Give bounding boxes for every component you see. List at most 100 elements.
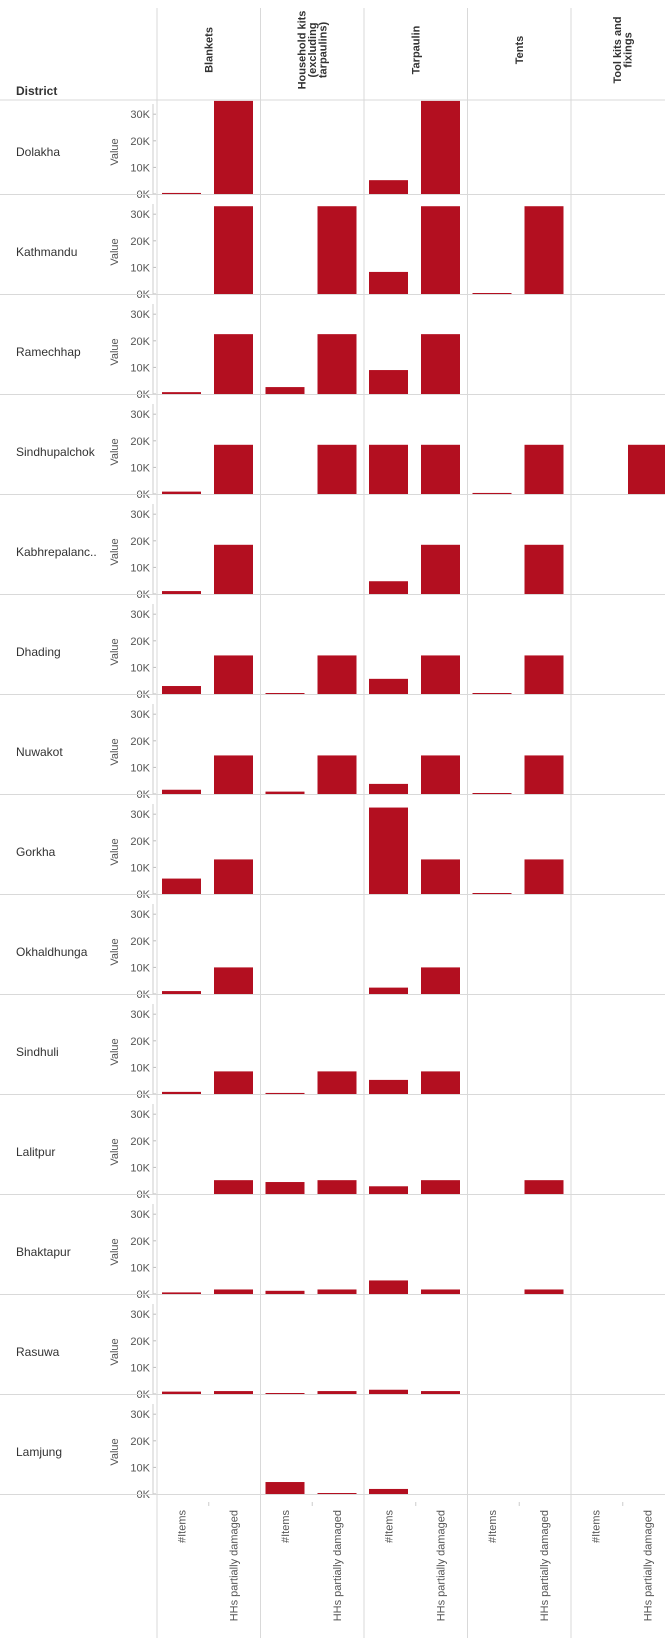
x-category-label: HHs partially damaged	[436, 1510, 448, 1621]
bar-hhs-partially-damaged	[524, 655, 564, 694]
bar-hhs-partially-damaged	[524, 1180, 564, 1194]
y-tick-label: 30K	[130, 809, 150, 821]
bar--items	[472, 893, 512, 894]
x-category-label: HHs partially damaged	[229, 1510, 241, 1621]
y-tick-label: 30K	[130, 309, 150, 321]
x-category-label: #Items	[591, 1510, 603, 1544]
bar--items	[265, 1290, 305, 1294]
bar--items	[369, 987, 408, 994]
y-tick-label: 30K	[130, 609, 150, 621]
bar-hhs-partially-damaged	[524, 1289, 564, 1294]
x-category-label: HHs partially damaged	[643, 1510, 655, 1621]
bar--items	[369, 1079, 408, 1094]
district-label: Gorkha	[16, 845, 56, 859]
bar--items	[369, 678, 408, 694]
y-tick-label: 10K	[130, 1462, 150, 1474]
bar--items	[369, 1389, 408, 1394]
y-tick-label: 20K	[130, 1236, 150, 1248]
x-category-label: #Items	[280, 1510, 292, 1544]
bar-hhs-partially-damaged	[214, 544, 253, 594]
bar-hhs-partially-damaged	[317, 1493, 357, 1494]
bar--items	[369, 581, 408, 594]
y-tick-label: 10K	[130, 1162, 150, 1174]
bar-hhs-partially-damaged	[524, 444, 564, 494]
column-header-3-line-0: Tents	[514, 36, 526, 65]
y-tick-label: 30K	[130, 1009, 150, 1021]
bar--items	[369, 1186, 408, 1194]
bar-hhs-partially-damaged	[421, 1289, 460, 1294]
bar-hhs-partially-damaged	[421, 1391, 460, 1394]
bar-hhs-partially-damaged	[421, 544, 460, 594]
y-axis-label: Value	[109, 1438, 121, 1465]
bar--items	[162, 392, 201, 394]
bar-hhs-partially-damaged	[421, 100, 460, 194]
y-axis-label: Value	[109, 738, 121, 765]
bar--items	[369, 370, 408, 394]
y-tick-label: 10K	[130, 862, 150, 874]
bar-hhs-partially-damaged	[214, 1180, 253, 1194]
y-tick-label: 20K	[130, 836, 150, 848]
bar-hhs-partially-damaged	[421, 334, 460, 394]
bar-hhs-partially-damaged	[317, 444, 357, 494]
y-axis-label: Value	[109, 538, 121, 565]
y-axis-label: Value	[109, 1338, 121, 1365]
bar--items	[265, 1182, 305, 1194]
column-header-1-line-1: (excluding	[307, 22, 319, 77]
y-tick-label: 30K	[130, 1209, 150, 1221]
y-tick-label: 10K	[130, 1362, 150, 1374]
y-tick-label: 20K	[130, 236, 150, 248]
bar-hhs-partially-damaged	[421, 755, 460, 794]
y-tick-label: 20K	[130, 136, 150, 148]
y-axis-label: Value	[109, 1138, 121, 1165]
bar-hhs-partially-damaged	[317, 1071, 357, 1094]
bar--items	[369, 807, 408, 894]
bar--items	[369, 1488, 408, 1494]
column-header-2-line-0: Tarpaulin	[410, 25, 422, 74]
y-tick-label: 20K	[130, 536, 150, 548]
bar-hhs-partially-damaged	[214, 206, 253, 294]
y-axis-label: Value	[109, 638, 121, 665]
y-tick-label: 20K	[130, 1036, 150, 1048]
district-label: Lamjung	[16, 1445, 62, 1459]
y-tick-label: 10K	[130, 362, 150, 374]
y-axis-label: Value	[109, 238, 121, 265]
y-axis-label: Value	[109, 938, 121, 965]
bar--items	[162, 1391, 201, 1394]
bar--items	[369, 783, 408, 794]
bar--items	[472, 293, 512, 294]
x-category-label: #Items	[487, 1510, 499, 1544]
y-tick-label: 20K	[130, 736, 150, 748]
bar--items	[369, 444, 408, 494]
bar-hhs-partially-damaged	[317, 334, 357, 394]
y-tick-label: 10K	[130, 1262, 150, 1274]
y-tick-label: 10K	[130, 262, 150, 274]
y-tick-label: 20K	[130, 636, 150, 648]
bar--items	[162, 192, 201, 194]
bar-hhs-partially-damaged	[214, 967, 253, 994]
bar-hhs-partially-damaged	[317, 206, 357, 294]
y-tick-label: 20K	[130, 1136, 150, 1148]
row-header-title: District	[16, 84, 57, 98]
district-label: Kathmandu	[16, 245, 77, 259]
y-tick-label: 30K	[130, 509, 150, 521]
bar-hhs-partially-damaged	[317, 1391, 357, 1394]
bar-hhs-partially-damaged	[317, 655, 357, 694]
district-label: Dolakha	[16, 145, 60, 159]
bar-hhs-partially-damaged	[214, 859, 253, 894]
y-tick-label: 30K	[130, 909, 150, 921]
y-axis-label: Value	[109, 338, 121, 365]
bar--items	[162, 878, 201, 894]
bar-hhs-partially-damaged	[214, 444, 253, 494]
column-header-1-line-2: tarpaulins)	[317, 22, 329, 79]
bar--items	[265, 387, 305, 394]
bar--items	[162, 491, 201, 494]
bar--items	[369, 1280, 408, 1294]
y-tick-label: 10K	[130, 162, 150, 174]
district-label: Okhaldhunga	[16, 945, 88, 959]
y-tick-label: 30K	[130, 709, 150, 721]
district-label: Kabhrepalanc..	[16, 545, 97, 559]
bar-hhs-partially-damaged	[317, 1180, 357, 1194]
y-tick-label: 30K	[130, 109, 150, 121]
